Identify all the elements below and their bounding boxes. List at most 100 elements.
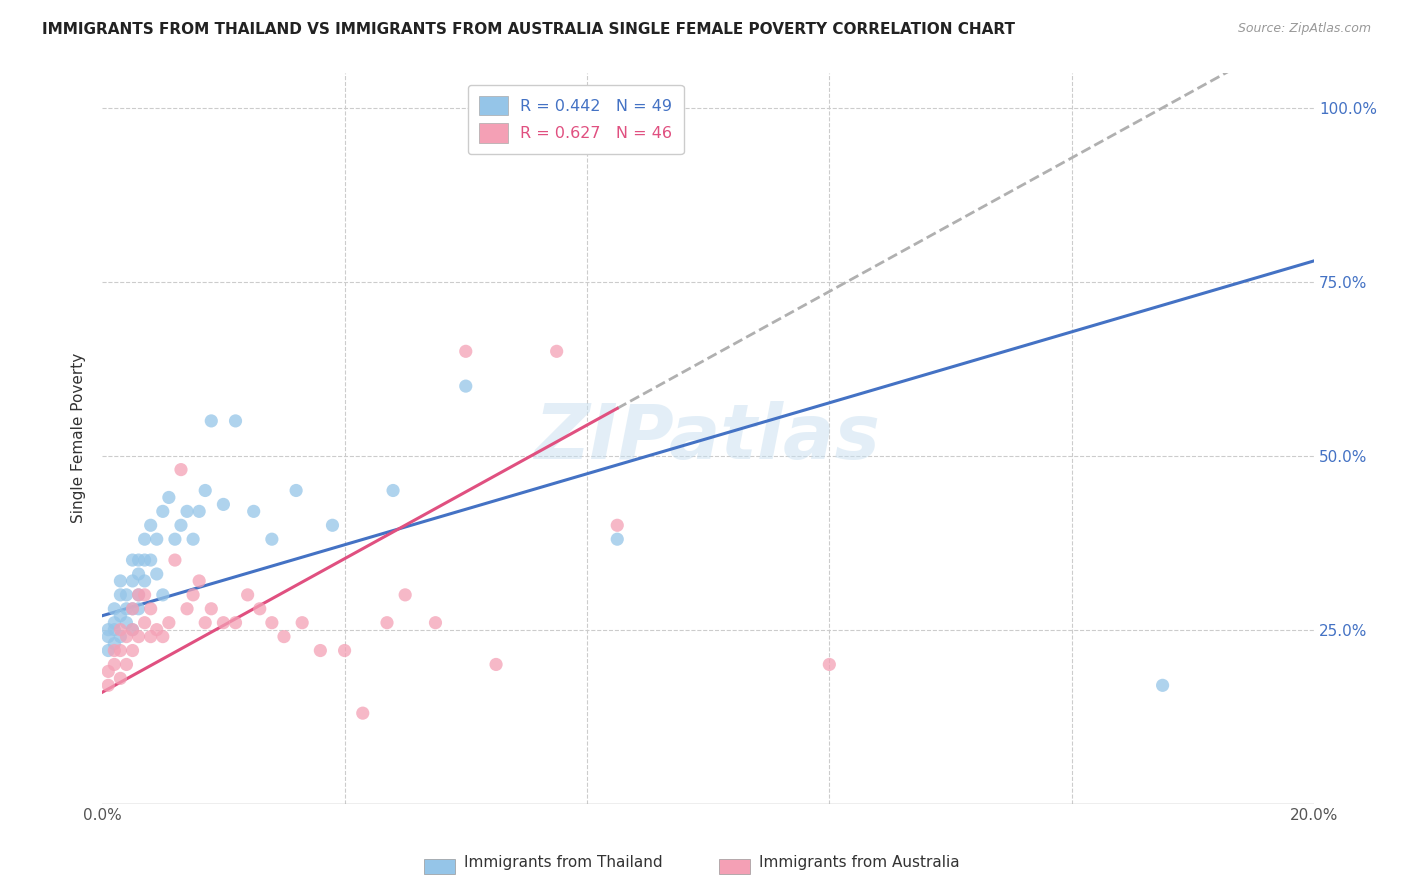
- Point: [152, 504, 174, 518]
- Point: [115, 615, 138, 630]
- Point: [128, 601, 150, 615]
- FancyBboxPatch shape: [718, 859, 751, 874]
- Point: [103, 643, 125, 657]
- Point: [194, 483, 217, 498]
- Point: [382, 483, 405, 498]
- Point: [121, 601, 143, 615]
- Point: [121, 623, 143, 637]
- FancyBboxPatch shape: [423, 859, 456, 874]
- Point: [212, 497, 235, 511]
- Point: [170, 518, 193, 533]
- Point: [181, 588, 204, 602]
- Point: [110, 672, 132, 686]
- Text: Immigrants from Australia: Immigrants from Australia: [759, 855, 960, 870]
- Point: [115, 657, 138, 672]
- Point: [606, 532, 628, 546]
- Point: [818, 657, 841, 672]
- Text: Immigrants from Thailand: Immigrants from Thailand: [464, 855, 662, 870]
- Point: [128, 588, 150, 602]
- Point: [121, 643, 143, 657]
- Point: [97, 678, 120, 692]
- Point: [139, 518, 162, 533]
- Point: [152, 588, 174, 602]
- Point: [394, 588, 416, 602]
- Point: [188, 504, 211, 518]
- Text: IMMIGRANTS FROM THAILAND VS IMMIGRANTS FROM AUSTRALIA SINGLE FEMALE POVERTY CORR: IMMIGRANTS FROM THAILAND VS IMMIGRANTS F…: [42, 22, 1015, 37]
- Point: [212, 615, 235, 630]
- Point: [285, 483, 308, 498]
- Point: [194, 615, 217, 630]
- Point: [128, 566, 150, 581]
- Point: [110, 623, 132, 637]
- Point: [188, 574, 211, 588]
- Point: [454, 344, 477, 359]
- Point: [128, 630, 150, 644]
- Point: [103, 623, 125, 637]
- Legend: R = 0.442   N = 49, R = 0.627   N = 46: R = 0.442 N = 49, R = 0.627 N = 46: [468, 85, 683, 154]
- Point: [181, 532, 204, 546]
- Point: [170, 462, 193, 476]
- Point: [115, 588, 138, 602]
- Point: [110, 608, 132, 623]
- Text: Source: ZipAtlas.com: Source: ZipAtlas.com: [1237, 22, 1371, 36]
- Point: [176, 504, 198, 518]
- Point: [121, 623, 143, 637]
- Point: [103, 636, 125, 650]
- Point: [485, 657, 508, 672]
- Point: [110, 574, 132, 588]
- Point: [103, 601, 125, 615]
- Point: [128, 588, 150, 602]
- Point: [375, 615, 398, 630]
- Point: [139, 553, 162, 567]
- Point: [200, 601, 222, 615]
- Point: [260, 532, 283, 546]
- Point: [200, 414, 222, 428]
- Point: [546, 344, 568, 359]
- Point: [110, 643, 132, 657]
- Point: [225, 414, 247, 428]
- Point: [236, 588, 259, 602]
- Point: [97, 630, 120, 644]
- Point: [110, 630, 132, 644]
- Point: [134, 588, 156, 602]
- Point: [145, 566, 167, 581]
- Point: [145, 623, 167, 637]
- Point: [134, 553, 156, 567]
- Point: [425, 615, 447, 630]
- Y-axis label: Single Female Poverty: Single Female Poverty: [72, 353, 86, 524]
- Point: [157, 491, 180, 505]
- Point: [97, 623, 120, 637]
- Point: [352, 706, 374, 721]
- Point: [454, 379, 477, 393]
- Point: [134, 574, 156, 588]
- Point: [145, 532, 167, 546]
- Point: [139, 630, 162, 644]
- Point: [103, 615, 125, 630]
- Point: [97, 643, 120, 657]
- Point: [115, 630, 138, 644]
- Point: [134, 615, 156, 630]
- Point: [121, 601, 143, 615]
- Point: [163, 532, 186, 546]
- Point: [606, 518, 628, 533]
- Point: [115, 601, 138, 615]
- Point: [152, 630, 174, 644]
- Point: [225, 615, 247, 630]
- Point: [333, 643, 356, 657]
- Point: [103, 657, 125, 672]
- Point: [291, 615, 314, 630]
- Point: [121, 574, 143, 588]
- Text: ZIPatlas: ZIPatlas: [536, 401, 882, 475]
- Point: [157, 615, 180, 630]
- Point: [139, 601, 162, 615]
- Point: [128, 553, 150, 567]
- Point: [242, 504, 264, 518]
- Point: [163, 553, 186, 567]
- Point: [1152, 678, 1174, 692]
- Point: [321, 518, 343, 533]
- Point: [309, 643, 332, 657]
- Point: [134, 532, 156, 546]
- Point: [260, 615, 283, 630]
- Point: [97, 665, 120, 679]
- Point: [176, 601, 198, 615]
